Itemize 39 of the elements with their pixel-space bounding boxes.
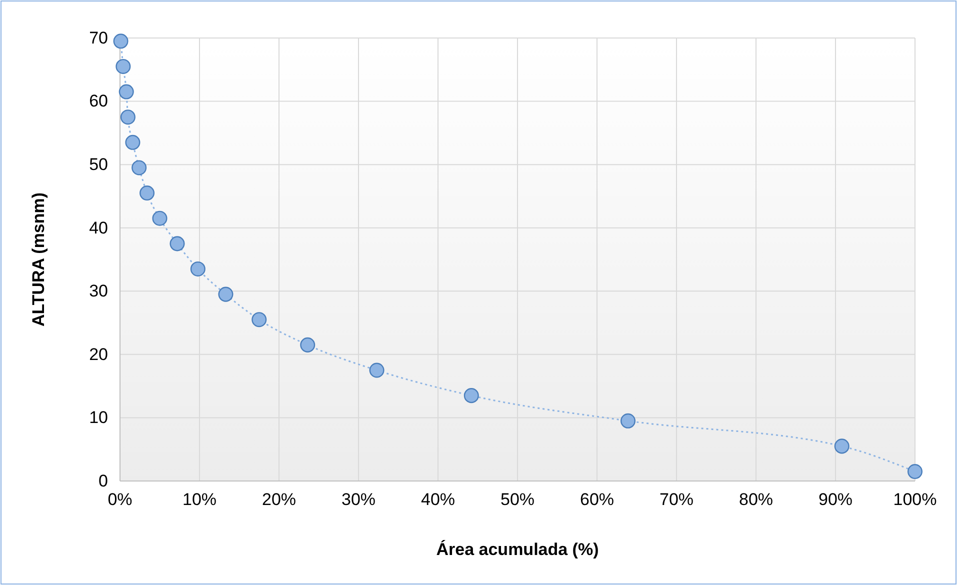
point	[190, 261, 206, 276]
point	[218, 286, 234, 302]
x-tick-label: 30%	[341, 490, 376, 510]
point	[118, 84, 134, 100]
x-tick-label: 100%	[893, 490, 937, 510]
x-tick-label: 80%	[738, 490, 774, 510]
x-tick-label: 10%	[182, 490, 217, 510]
y-tick-label: 40	[89, 218, 108, 238]
y-tick-label: 60	[89, 92, 108, 111]
y-tick-label: 70	[89, 28, 108, 48]
point	[170, 236, 185, 252]
y-tick-label: 0	[98, 471, 108, 490]
x-axis-title: Área acumulada (%)	[436, 539, 599, 559]
point	[620, 413, 636, 428]
point	[907, 464, 923, 480]
point	[125, 134, 140, 150]
x-tick-label: 40%	[420, 490, 456, 510]
point	[132, 160, 147, 176]
x-tick-label: 20%	[262, 490, 296, 510]
point	[834, 438, 850, 454]
y-tick-label: 30	[89, 282, 108, 301]
y-axis-title: ALTURA (msnm)	[29, 192, 48, 327]
y-tick-label: 20	[89, 344, 108, 364]
point	[252, 312, 267, 328]
point	[300, 337, 316, 352]
x-tick-label: 60%	[580, 490, 614, 510]
point	[140, 186, 155, 201]
y-tick-label: 10	[89, 408, 108, 428]
point	[369, 362, 384, 378]
point	[120, 110, 136, 125]
y-tick-label: 50	[89, 155, 108, 174]
point	[116, 58, 131, 74]
point	[152, 210, 168, 226]
point	[113, 34, 128, 49]
x-tick-label: 90%	[818, 490, 853, 510]
x-tick-label: 70%	[659, 490, 694, 510]
x-tick-label: 0%	[108, 490, 132, 510]
x-tick-label: 50%	[500, 490, 535, 510]
point	[464, 388, 479, 404]
